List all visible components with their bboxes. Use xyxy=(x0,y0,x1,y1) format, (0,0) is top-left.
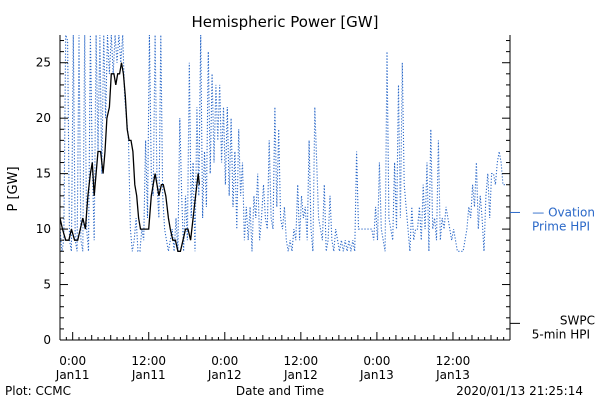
legend-swpc-label: SWPC xyxy=(560,313,595,327)
y-tick-label: 15 xyxy=(36,167,51,181)
x-tick-label-time: 0:00 xyxy=(211,354,238,368)
x-tick-label-date: Jan11 xyxy=(55,368,90,382)
x-tick-label-date: Jan13 xyxy=(435,368,470,382)
x-tick-label-time: 0:00 xyxy=(59,354,86,368)
x-tick-label-time: 12:00 xyxy=(284,354,319,368)
y-tick-label: 0 xyxy=(43,333,51,347)
plot-timestamp: 2020/01/13 21:25:14 xyxy=(456,384,583,398)
swpc-hpi-line xyxy=(60,62,201,252)
chart-title: Hemispheric Power [GW] xyxy=(192,13,379,31)
series-layer xyxy=(60,34,505,252)
legend-ovation-label: — Ovation xyxy=(532,205,595,219)
x-tick-label-time: 12:00 xyxy=(436,354,471,368)
ovation-prime-line xyxy=(60,34,505,252)
y-tick-label: 25 xyxy=(36,56,51,70)
x-tick-label-date: Jan12 xyxy=(283,368,318,382)
axes: 05101520250:00Jan1112:00Jan110:00Jan1212… xyxy=(36,35,511,382)
legend-ovation-label-2: Prime HPI xyxy=(532,219,590,233)
y-tick-label: 10 xyxy=(36,222,51,236)
x-tick-label-date: Jan12 xyxy=(207,368,242,382)
x-tick-label-date: Jan13 xyxy=(359,368,394,382)
plot-credit: Plot: CCMC xyxy=(5,384,71,398)
y-tick-label: 5 xyxy=(43,278,51,292)
x-tick-label-date: Jan11 xyxy=(131,368,166,382)
legend-swpc-label-2: 5-min HPI xyxy=(532,327,590,341)
x-tick-label-time: 12:00 xyxy=(131,354,166,368)
y-tick-label: 20 xyxy=(36,111,51,125)
x-tick-label-time: 0:00 xyxy=(363,354,390,368)
y-axis-label: P [GW] xyxy=(6,166,21,211)
x-axis-label: Date and Time xyxy=(236,384,324,398)
